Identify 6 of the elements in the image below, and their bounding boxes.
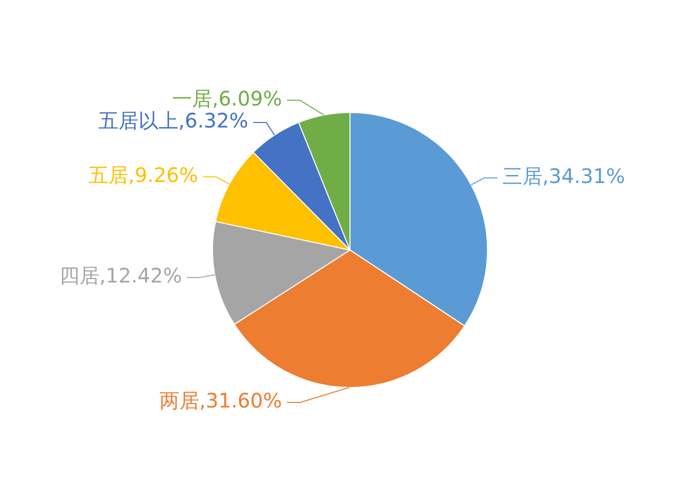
slice-label: 四居,12.42%	[59, 264, 182, 288]
slice-label: 三居,34.31%	[502, 164, 625, 188]
slice-label: 两居,31.60%	[159, 388, 282, 413]
slice-label: 五居,9.26%	[88, 163, 198, 188]
slice-label: 一居,6.09%	[172, 86, 282, 110]
slice-label: 五居以上,6.32%	[98, 108, 248, 133]
